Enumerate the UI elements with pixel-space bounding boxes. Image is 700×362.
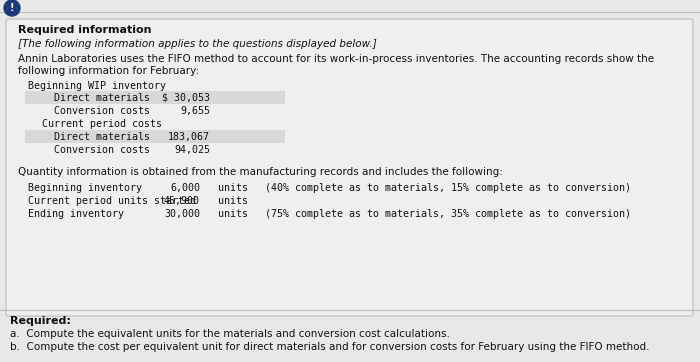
Text: following information for February:: following information for February: (18, 66, 199, 76)
Text: Required:: Required: (10, 316, 71, 326)
Text: Ending inventory: Ending inventory (28, 209, 124, 219)
Text: Quantity information is obtained from the manufacturing records and includes the: Quantity information is obtained from th… (18, 167, 503, 177)
Text: 30,000: 30,000 (164, 209, 200, 219)
Text: (75% complete as to materials, 35% complete as to conversion): (75% complete as to materials, 35% compl… (265, 209, 631, 219)
Bar (25, 91, 285, 104)
Text: b.  Compute the cost per equivalent unit for direct materials and for conversion: b. Compute the cost per equivalent unit … (10, 342, 650, 352)
Text: 94,025: 94,025 (174, 145, 210, 155)
Text: 6,000: 6,000 (170, 183, 200, 193)
Text: Beginning inventory: Beginning inventory (28, 183, 142, 193)
Text: Conversion costs: Conversion costs (30, 145, 150, 155)
Text: Current period units started: Current period units started (28, 196, 196, 206)
Text: Conversion costs: Conversion costs (30, 106, 150, 116)
Text: units: units (218, 196, 248, 206)
Text: $ 30,053: $ 30,053 (162, 93, 210, 103)
Circle shape (4, 0, 20, 16)
Text: a.  Compute the equivalent units for the materials and conversion cost calculati: a. Compute the equivalent units for the … (10, 329, 450, 339)
Text: 9,655: 9,655 (180, 106, 210, 116)
Text: units: units (218, 209, 248, 219)
Text: Required information: Required information (18, 25, 151, 35)
Text: Direct materials: Direct materials (30, 93, 150, 103)
Text: Current period costs: Current period costs (30, 119, 162, 129)
Text: 45,900: 45,900 (164, 196, 200, 206)
Text: Annin Laboratories uses the FIFO method to account for its work-in-process inven: Annin Laboratories uses the FIFO method … (18, 54, 654, 64)
Text: !: ! (10, 3, 14, 13)
Text: Beginning WIP inventory: Beginning WIP inventory (28, 81, 166, 91)
Bar (25, 130, 285, 143)
Text: (40% complete as to materials, 15% complete as to conversion): (40% complete as to materials, 15% compl… (265, 183, 631, 193)
Text: [The following information applies to the questions displayed below.]: [The following information applies to th… (18, 39, 377, 49)
Text: Direct materials: Direct materials (30, 132, 150, 142)
Text: units: units (218, 183, 248, 193)
FancyBboxPatch shape (6, 19, 693, 316)
Text: 183,067: 183,067 (168, 132, 210, 142)
